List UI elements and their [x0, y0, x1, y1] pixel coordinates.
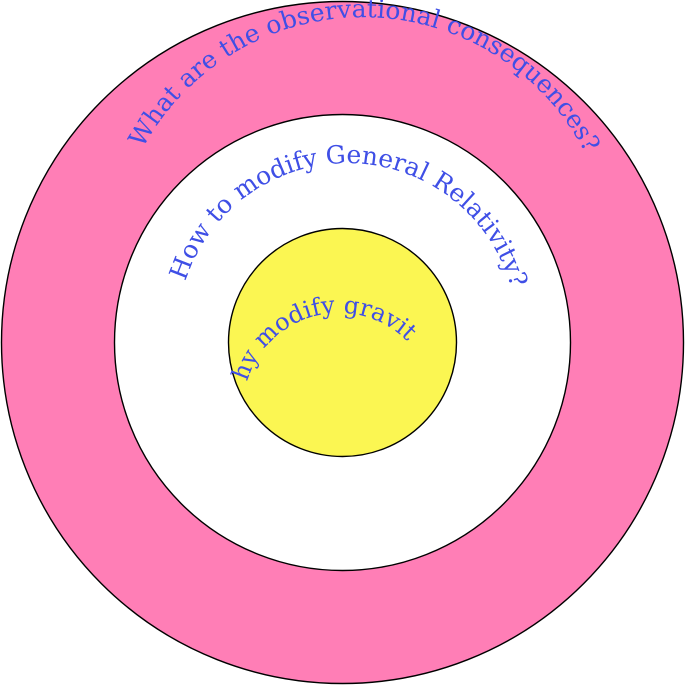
inner-circle [227, 227, 458, 458]
